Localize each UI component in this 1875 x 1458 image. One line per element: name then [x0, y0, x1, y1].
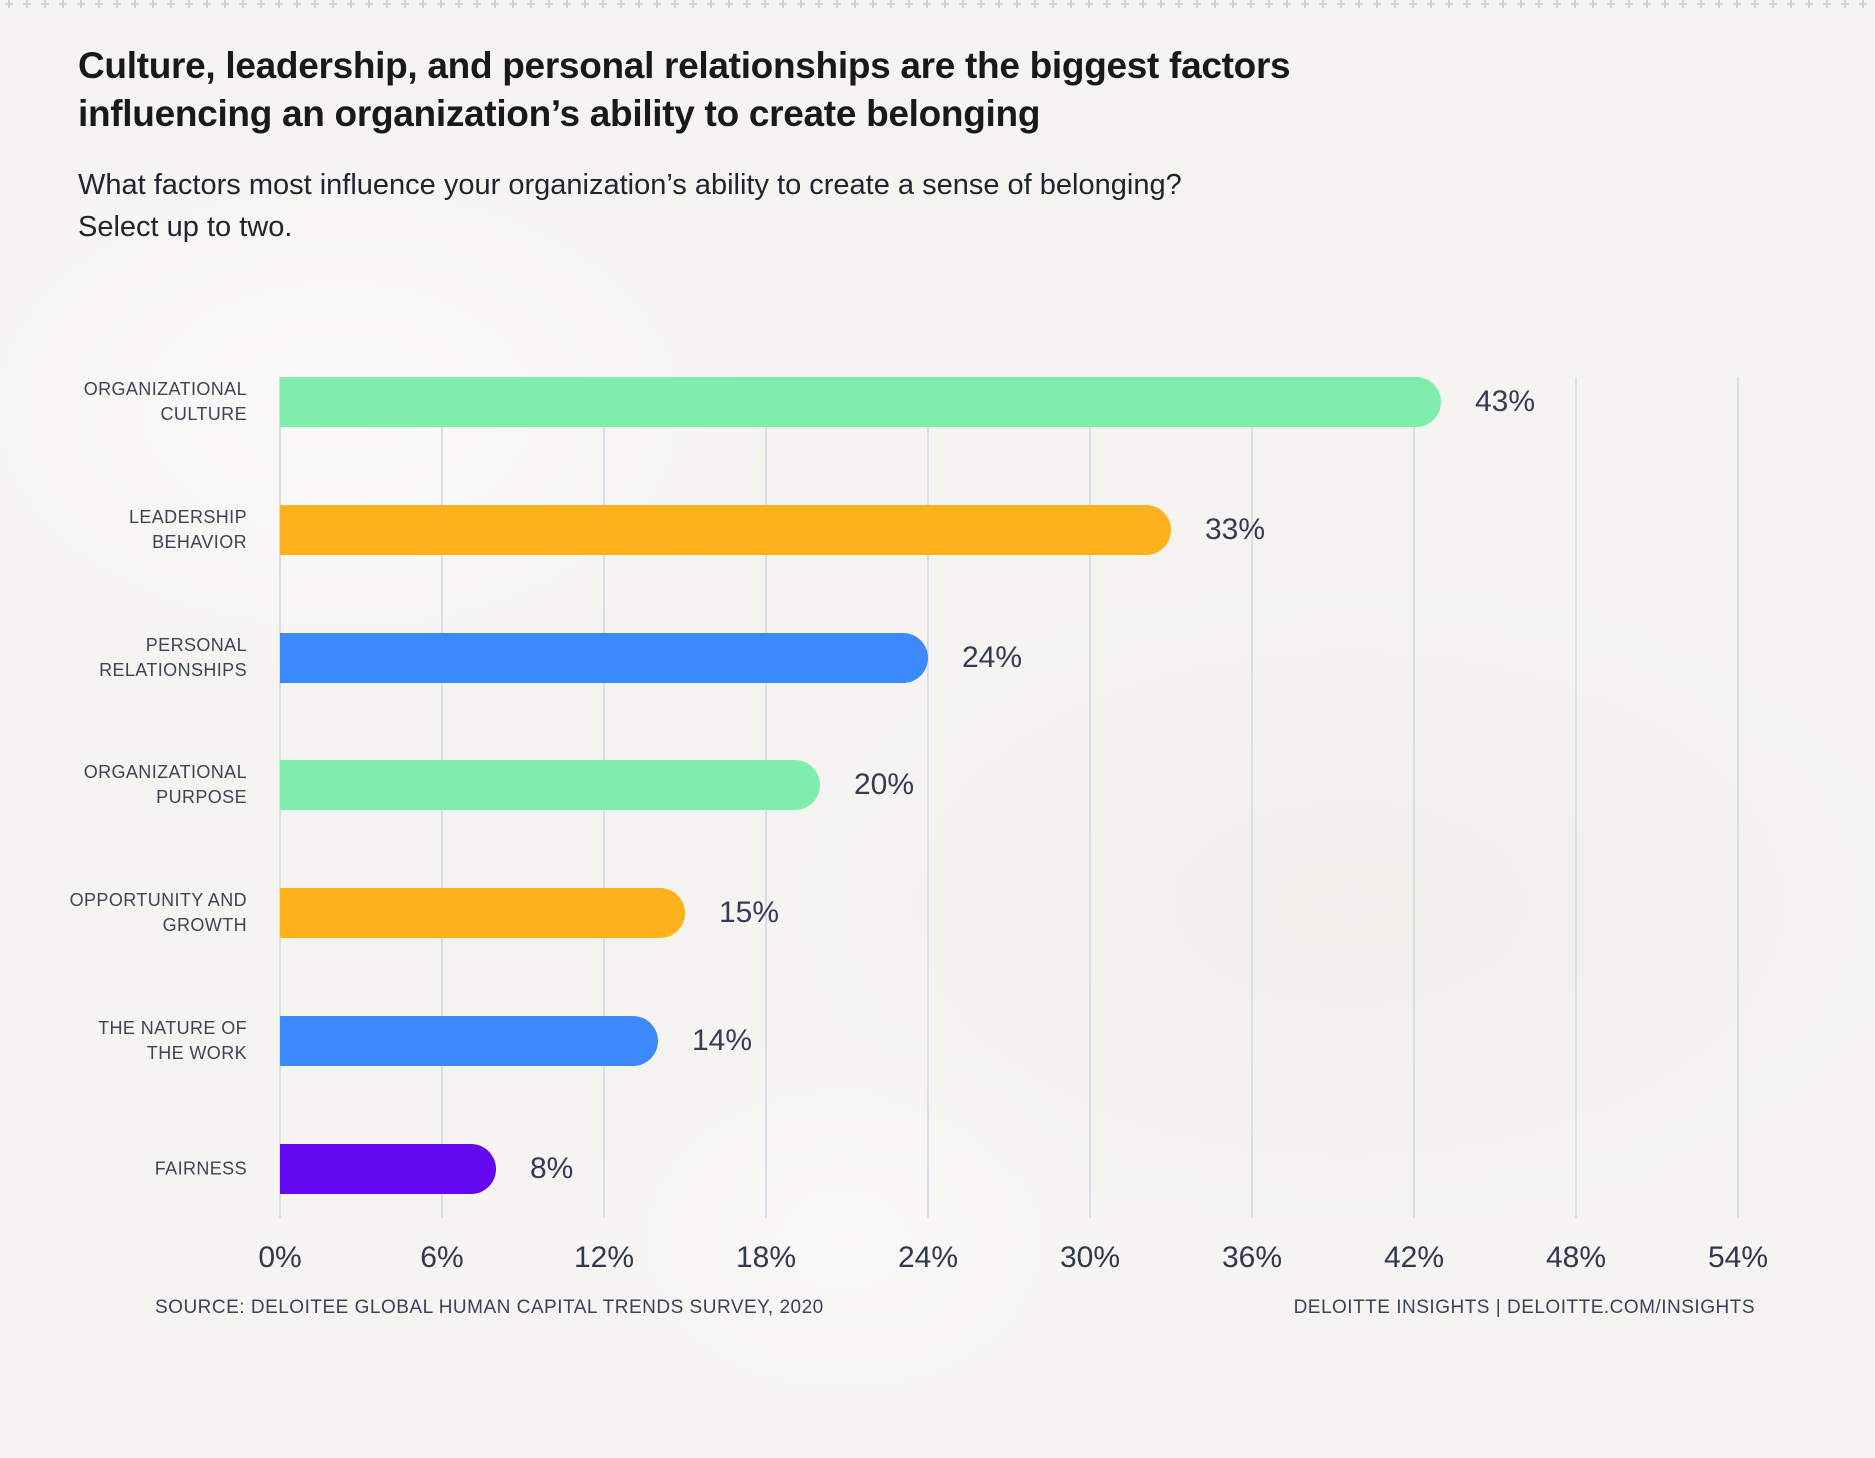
decorative-tick-strip [0, 0, 1875, 8]
x-axis-tick-label: 24% [897, 1241, 959, 1274]
gridline-54% [1737, 377, 1739, 1218]
bar-row: ORGANIZATIONAL CULTURE 43% [84, 377, 1738, 427]
category-label: THE NATURE OF THE WORK [98, 1018, 247, 1063]
value-label: 8% [530, 1151, 574, 1185]
x-axis-tick-label: 48% [1545, 1241, 1607, 1274]
x-axis-tick-label: 30% [1059, 1241, 1121, 1274]
x-axis-tick-label: 0% [258, 1241, 302, 1274]
bar-row: ORGANIZATIONAL PURPOSE 20% [84, 760, 1738, 811]
bar [280, 504, 1171, 555]
bar-row: THE NATURE OF THE WORK 14% [98, 1016, 1738, 1066]
bar-row: PERSONAL RELATIONSHIPS 24% [99, 632, 1738, 683]
category-label: OPPORTUNITY AND GROWTH [69, 890, 247, 936]
gridline-42% [1413, 377, 1415, 1218]
x-axis-tick-label: 36% [1221, 1241, 1283, 1274]
bar [280, 760, 820, 811]
value-label: 15% [719, 896, 780, 930]
bar-row: LEADERSHIP BEHAVIOR 33% [129, 504, 1738, 555]
x-axis-tick-label: 6% [420, 1241, 464, 1274]
value-label: 24% [961, 640, 1023, 674]
chart-subtitle-line-2: Select up to two. [78, 211, 293, 243]
x-axis-tick-label: 18% [735, 1241, 797, 1274]
category-label: ORGANIZATIONAL CULTURE [83, 379, 247, 424]
chart-title-line-2: influencing an organization’s ability to… [78, 93, 1041, 134]
bar [280, 1016, 658, 1066]
branding-note: DELOITTE INSIGHTS | DELOITTE.COM/INSIGHT… [1293, 1297, 1755, 1318]
category-label: LEADERSHIP BEHAVIOR [128, 506, 247, 552]
bar-row: OPPORTUNITY AND GROWTH 15% [70, 888, 1738, 939]
bar [280, 632, 928, 683]
gridline-30% [1089, 377, 1091, 1218]
gridline-36% [1251, 377, 1253, 1218]
value-label: 43% [1475, 385, 1536, 418]
chart-subtitle: What factors most influence your organiz… [78, 164, 1498, 248]
x-axis-tick-label: 42% [1383, 1241, 1445, 1274]
source-note: SOURCE: DELOITEE GLOBAL HUMAN CAPITAL TR… [155, 1297, 824, 1318]
value-label: 20% [854, 768, 915, 802]
chart-subtitle-line-1: What factors most influence your organiz… [78, 169, 1182, 201]
category-label: PERSONAL RELATIONSHIPS [99, 634, 247, 680]
value-label: 33% [1205, 512, 1266, 546]
chart-title-line-1: Culture, leadership, and personal relati… [78, 45, 1291, 86]
bar [280, 377, 1441, 427]
category-label: FAIRNESS [154, 1158, 247, 1179]
x-axis-tick-label: 12% [573, 1241, 635, 1274]
bar-row: FAIRNESS 8% [155, 1143, 1738, 1194]
gridline-48% [1574, 377, 1577, 1218]
bar [280, 1143, 496, 1194]
value-label: 14% [692, 1024, 753, 1057]
horizontal-bar-chart: 0% 6% 12% 18% 24% 30% 36% 42% 48% 54% ORGANIZATION… [70, 377, 1768, 1274]
category-label: ORGANIZATIONAL PURPOSE [83, 762, 247, 808]
x-axis-tick-label: 54% [1707, 1241, 1769, 1274]
bar [280, 888, 685, 939]
gridline-24% [926, 377, 929, 1218]
chart-title: Culture, leadership, and personal relati… [78, 42, 1498, 138]
